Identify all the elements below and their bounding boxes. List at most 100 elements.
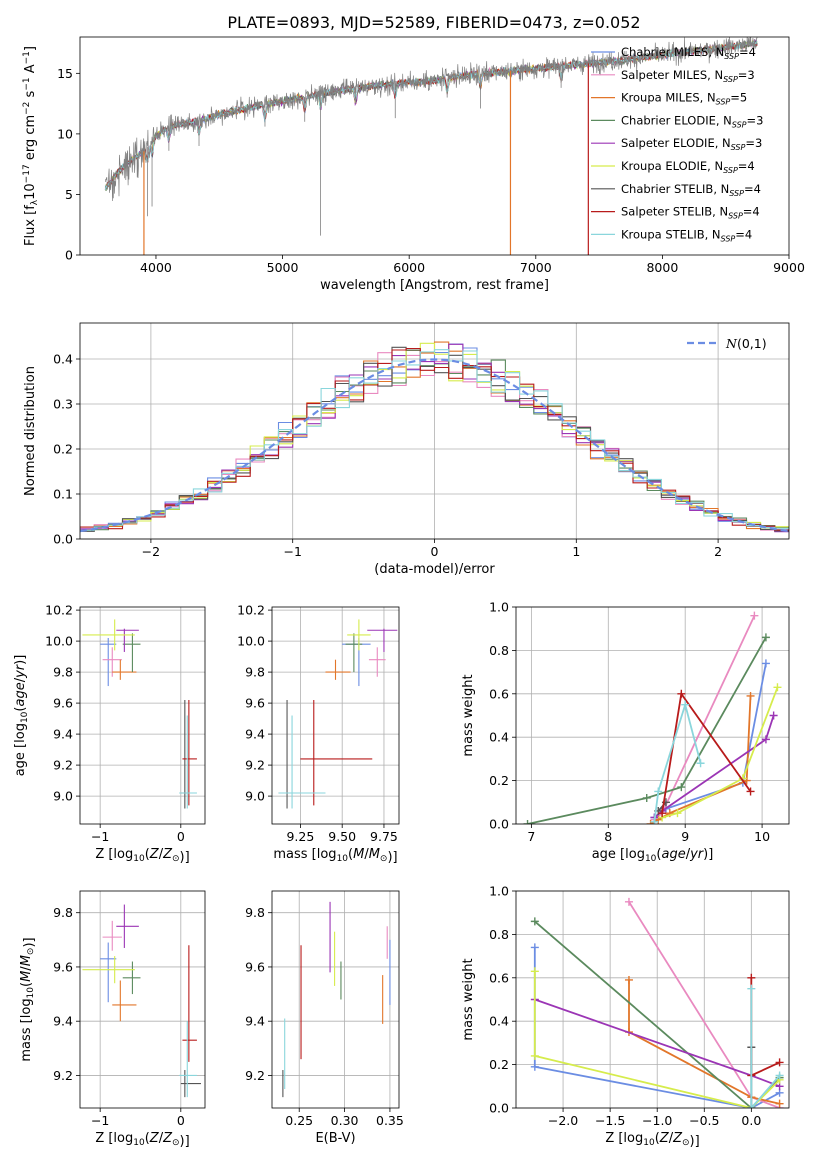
weight_vs_age-series-5 xyxy=(658,683,782,822)
mass_vs_Z-point-5 xyxy=(82,956,135,984)
gaussian-reference-line xyxy=(80,358,789,533)
legend-name: Chabrier STELIB, N xyxy=(621,182,729,196)
spectrum-frame xyxy=(79,36,790,256)
legend-sub: SSP xyxy=(729,189,744,198)
y-tick-label: 15 xyxy=(57,66,73,81)
weight-marker xyxy=(761,659,770,668)
y-tick-label: 10.0 xyxy=(237,634,265,649)
mass_vs_Z-xlabel: Z [log10(Z/Z⊙)] xyxy=(95,1131,189,1149)
x-tick-label: 10 xyxy=(754,829,770,844)
mass_vs_Z-frame xyxy=(79,890,206,1109)
y-tick-label: 9.6 xyxy=(53,959,73,974)
label-part: 10 xyxy=(337,854,349,864)
label-part: age [log xyxy=(592,847,645,862)
label-part: age [log xyxy=(13,723,28,776)
weight_vs_Z-frame xyxy=(515,890,790,1109)
weight-marker xyxy=(624,897,633,906)
label-part: Z xyxy=(149,1131,160,1146)
y-tick-label: 0.2 xyxy=(489,1057,509,1072)
legend-sub: SSP xyxy=(721,234,736,243)
weight_vs_age-marks xyxy=(523,611,782,824)
label-part: erg cm xyxy=(23,115,38,164)
weight-marker xyxy=(681,700,690,709)
weight-marker xyxy=(673,809,682,818)
y-tick-label: 9.0 xyxy=(53,789,73,804)
legend-entry-3: Chabrier ELODIE, NSSP=3 xyxy=(621,113,763,129)
spectrum-ylabel: Flux [fλ10−17 erg cm−2 s−1 A−1] xyxy=(22,46,40,246)
observed-spectrum-line xyxy=(104,37,758,202)
residuals-panel: −2 −1 0 1 2 0.0 0.1 0.2 0.3 0.4 N(0,1) (data-model)… xyxy=(23,322,790,577)
x-tick-label: 9.25 xyxy=(286,829,314,844)
x-tick-label: 2 xyxy=(714,544,722,559)
label-part: / xyxy=(686,847,691,862)
weight-marker xyxy=(530,1062,539,1071)
weight_vs_Z-panel: −2.0 −1.5 −1.0 −0.5 0.0 0.0 0.2 0.4 0.6 0.8 1.0 Z [… xyxy=(461,884,790,1149)
weight-marker xyxy=(750,611,759,620)
age_vs_Z-point-4 xyxy=(116,628,139,652)
label-part: −1 xyxy=(22,77,32,90)
legend-entry-6: Chabrier STELIB, NSSP=4 xyxy=(621,182,761,198)
weight_vs_Z-series-7 xyxy=(747,973,784,1080)
y-tick-label: 9.8 xyxy=(53,905,73,920)
legend-count: =5 xyxy=(730,91,747,105)
mass_vs_ebv-marks xyxy=(282,901,391,1098)
x-tick-label: 9.75 xyxy=(370,829,398,844)
age_vs_Z-point-5 xyxy=(82,619,135,651)
weight-line xyxy=(533,971,781,1108)
weight_vs_Z-series-8 xyxy=(747,984,784,1108)
label-part: M xyxy=(369,847,380,862)
x-tick-label: 9000 xyxy=(773,260,805,275)
y-tick-label: 0.4 xyxy=(489,730,509,745)
age_vs_mass-point-6 xyxy=(278,700,296,809)
y-tick-label: 0.6 xyxy=(489,686,509,701)
y-tick-label: 10 xyxy=(57,126,73,141)
x-tick-label: −1.5 xyxy=(595,1113,625,1128)
label-part: age xyxy=(13,682,28,706)
age_vs_mass-point-5 xyxy=(347,619,371,651)
label-part: mass [log xyxy=(19,998,34,1061)
age_vs_Z-ylabel: age [log10(age/yr)] xyxy=(13,655,30,777)
age_vs_Z-point-7 xyxy=(182,700,197,806)
weight-marker xyxy=(658,809,667,818)
weight_vs_age-frame xyxy=(515,606,790,825)
spectrum-xlabel: wavelength [Angstrom, rest frame] xyxy=(320,278,549,293)
y-tick-label: 0.2 xyxy=(53,442,73,457)
x-tick-label: 5000 xyxy=(267,260,299,275)
legend-sub: SSP xyxy=(731,143,746,152)
y-tick-label: 5 xyxy=(65,187,73,202)
label-part: 10 xyxy=(645,854,657,864)
label-part: )] xyxy=(22,937,37,947)
y-tick-label: 1.0 xyxy=(489,884,509,899)
x-tick-label: −1 xyxy=(91,829,109,844)
age_vs_mass-grid xyxy=(272,607,399,824)
label-part: )] xyxy=(180,850,190,865)
weight-marker xyxy=(773,683,782,692)
y-tick-label: 9.2 xyxy=(53,1068,73,1083)
label-part: / xyxy=(669,1131,674,1146)
label-part: ⊙ xyxy=(380,854,388,864)
x-tick-label: −0.5 xyxy=(689,1113,719,1128)
weight_vs_age-xlabel: age [log10(age/yr)] xyxy=(592,847,714,864)
x-tick-label: 0.0 xyxy=(741,1113,761,1128)
weight-line xyxy=(653,701,702,822)
mass_vs_ebv-panel: 0.25 0.30 0.35 9.2 9.4 9.6 9.8 E(B-V) xyxy=(245,890,404,1146)
age_vs_mass-marks xyxy=(278,619,398,809)
weight-line xyxy=(750,977,780,1077)
age_vs_mass-point-1 xyxy=(368,647,386,677)
y-tick-label: 0.4 xyxy=(489,1014,509,1029)
histogram-4 xyxy=(80,343,789,533)
legend-entry-7: Salpeter STELIB, NSSP=4 xyxy=(621,205,760,221)
label-part: −17 xyxy=(22,164,32,183)
label-part: 10 xyxy=(133,1138,145,1148)
age_vs_mass-frame xyxy=(271,606,400,825)
x-tick-label: 0.35 xyxy=(376,1113,404,1128)
weight-marker xyxy=(746,691,755,700)
y-tick-label: 9.2 xyxy=(245,1068,265,1083)
label-part: ⊙ xyxy=(172,1138,180,1148)
weight_vs_age-series-8 xyxy=(650,700,705,824)
y-tick-label: 0.8 xyxy=(489,927,509,942)
weight-marker xyxy=(775,1071,784,1080)
label-part: s xyxy=(23,90,38,101)
